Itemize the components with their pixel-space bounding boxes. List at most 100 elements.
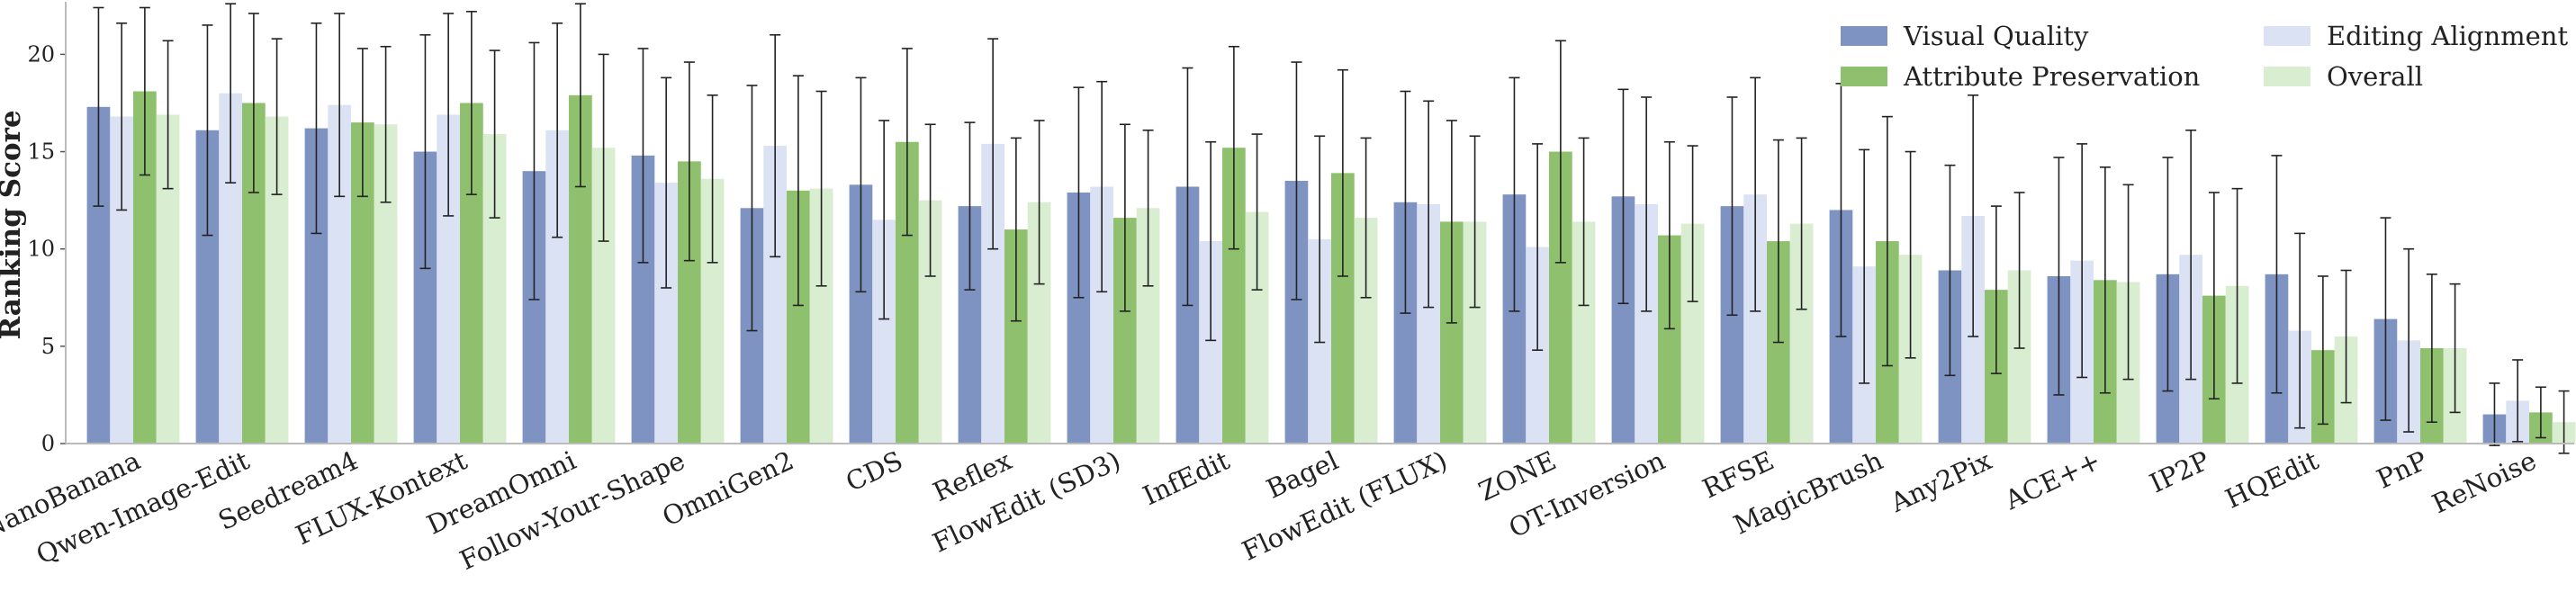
error-bar: [1251, 133, 1263, 291]
y-tick-label: 0: [41, 431, 55, 456]
legend-swatch: [1841, 26, 1887, 46]
error-bar: [2426, 274, 2437, 424]
error-bar: [574, 3, 586, 188]
error-bar: [356, 48, 368, 198]
error-bar: [924, 123, 936, 277]
error-bar: [878, 120, 890, 320]
error-bar: [987, 38, 999, 250]
error-bar: [1314, 135, 1326, 344]
legend-label: Overall: [2327, 61, 2423, 92]
error-bar: [1990, 205, 2002, 374]
error-bar: [528, 41, 540, 300]
error-bar: [1337, 68, 1348, 277]
error-bar: [139, 6, 150, 176]
y-tick-label: 15: [27, 139, 55, 165]
error-bar: [598, 53, 609, 242]
error-bar: [552, 22, 563, 238]
error-bar: [964, 121, 976, 291]
error-bar: [1663, 140, 1675, 330]
error-bar: [1750, 76, 1761, 312]
error-bar: [2099, 166, 2111, 394]
error-bar: [2535, 386, 2546, 439]
error-bar: [637, 48, 649, 264]
error-bar: [1010, 137, 1022, 322]
error-bar: [2122, 184, 2134, 381]
error-bar: [855, 76, 867, 293]
y-tick-label: 5: [41, 334, 55, 359]
error-bar: [746, 85, 758, 332]
x-tick-label: PnP: [2372, 445, 2432, 495]
error-bar: [116, 22, 128, 211]
error-bar: [1182, 67, 1193, 307]
y-tick-label: 10: [27, 237, 55, 262]
error-bar: [1772, 139, 1784, 344]
error-bar: [1796, 137, 1807, 310]
error-bar: [225, 3, 237, 184]
error-bar: [1968, 94, 1979, 337]
error-bar: [2231, 187, 2243, 384]
error-bar: [792, 75, 804, 307]
error-bar: [815, 90, 827, 287]
x-tick-label: ReNoise: [2427, 445, 2541, 520]
error-bar: [2053, 157, 2065, 396]
x-tick-label: IP2P: [2145, 445, 2214, 499]
error-bar: [2271, 155, 2283, 394]
error-bar: [271, 38, 283, 195]
error-bar: [661, 76, 672, 289]
error-bar: [2380, 217, 2391, 421]
legend-swatch: [2264, 67, 2310, 86]
error-bar: [1205, 140, 1217, 342]
error-bar: [2489, 382, 2500, 446]
error-bar: [2340, 269, 2352, 404]
error-bar: [93, 6, 104, 207]
x-tick-label: ACE++: [1999, 445, 2105, 516]
error-bar: [2294, 232, 2306, 429]
error-bar: [248, 13, 259, 193]
error-bar: [1291, 61, 1302, 300]
error-bar: [2403, 247, 2415, 433]
error-bar: [334, 13, 346, 198]
y-tick-label: 20: [27, 41, 55, 67]
legend-swatch: [2264, 26, 2310, 46]
error-bar: [2317, 275, 2328, 426]
error-bar: [1360, 137, 1372, 299]
error-bar: [1142, 129, 1154, 287]
error-bar: [2185, 129, 2197, 381]
x-tick-label: CDS: [841, 445, 907, 498]
legend-label: Visual Quality: [1903, 21, 2089, 51]
error-bar: [443, 13, 455, 217]
y-axis-label: Ranking Score: [0, 110, 27, 339]
error-bar: [1726, 96, 1738, 317]
error-bar: [2512, 359, 2524, 443]
error-bar: [1033, 120, 1045, 285]
legend-label: Editing Alignment: [2327, 21, 2568, 51]
x-tick-label: InfEdit: [1139, 444, 1235, 511]
error-bar: [2449, 283, 2461, 414]
error-bar: [1509, 76, 1520, 312]
error-bar: [1446, 120, 1457, 324]
error-bar: [2208, 192, 2220, 400]
error-bar: [2162, 157, 2174, 392]
error-bar: [202, 24, 213, 237]
error-bar: [1905, 150, 1916, 359]
x-tick-label: FlowEdit (SD3): [928, 445, 1125, 559]
error-bar: [1532, 143, 1544, 351]
error-bar: [1641, 96, 1653, 312]
error-bar: [2076, 143, 2088, 379]
error-bar: [311, 22, 322, 235]
error-bar: [901, 48, 913, 237]
error-bar: [1859, 148, 1870, 384]
error-bar: [707, 94, 718, 264]
error-bar: [1578, 137, 1590, 307]
error-bar: [380, 45, 392, 203]
error-bar: [770, 33, 781, 258]
error-bar: [465, 11, 477, 195]
error-bar: [1400, 90, 1411, 314]
error-bar: [419, 33, 431, 270]
error-bar: [1096, 80, 1108, 293]
error-bar: [1687, 145, 1698, 302]
error-bar: [1423, 100, 1435, 309]
error-bar: [1073, 86, 1085, 299]
error-bar: [1119, 123, 1130, 312]
